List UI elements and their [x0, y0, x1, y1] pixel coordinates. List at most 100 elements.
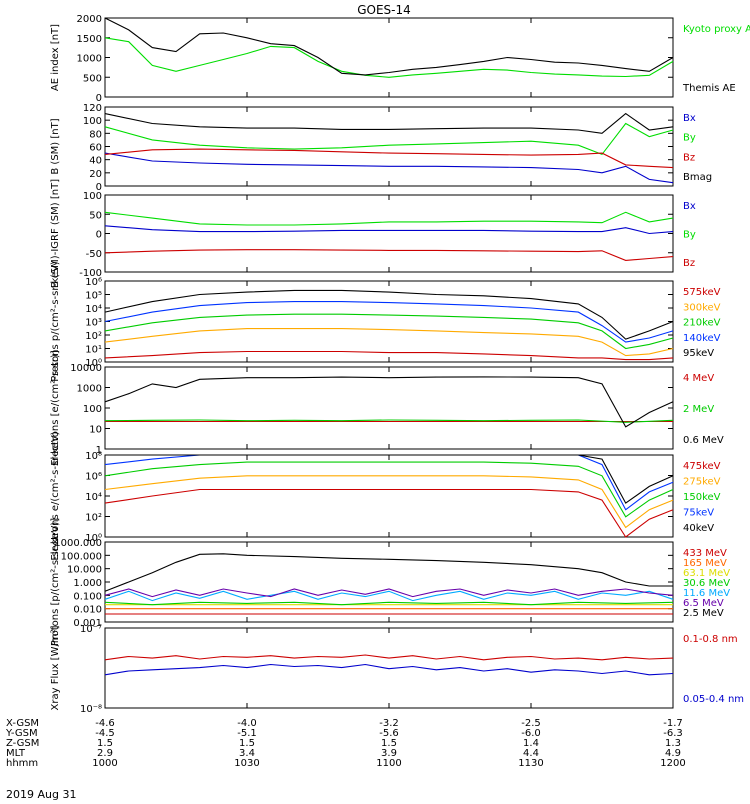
ephemeris-table: X-GSMY-GSMZ-GSMMLThhmm-4.6-4.51.52.91000…: [5, 718, 686, 769]
y-tick-label: 0: [96, 230, 102, 241]
y-tick-label: 10⁻⁷: [80, 624, 102, 635]
ephemeris-row-label: hhmm: [6, 758, 38, 769]
series-line-6-5-mev: [104, 588, 674, 598]
y-tick-label: 10⁻⁸: [80, 704, 102, 715]
y-tick-label: 10¹: [85, 345, 102, 356]
ephemeris-value: -2.5: [521, 718, 541, 729]
series-line-75kev: [104, 454, 674, 511]
panel-frame: [104, 194, 674, 273]
ephemeris-value: 1.5: [239, 738, 255, 749]
y-tick-label: 10⁴: [85, 492, 102, 503]
y-tick-label: 10⁰: [85, 358, 102, 369]
y-axis-label: B (SM)-IGRF (SM) [nT]: [50, 179, 61, 288]
series-line-0-05-0-4-nm: [104, 663, 674, 676]
y-tick-label: 1: [96, 445, 102, 456]
legend-entry: 4 MeV: [683, 373, 714, 384]
panel-frame: [104, 454, 674, 538]
y-axis-label: Electrons e/(cm²-s-sr-keV): [50, 431, 61, 560]
ephemeris-value: 3.4: [239, 748, 255, 759]
legend-entry: 150keV: [683, 492, 721, 503]
y-tick-label: 0: [96, 93, 102, 104]
y-tick-label: 0.001: [73, 618, 102, 629]
legend-entry: 140keV: [683, 333, 721, 344]
ephemeris-value: 1130: [518, 758, 543, 769]
ephemeris-value: 1200: [660, 758, 685, 769]
legend-entry: Bx: [683, 201, 696, 212]
legend-entry: Bz: [683, 152, 695, 163]
legend-entry: 210keV: [683, 318, 721, 329]
y-tick-label: 500: [83, 73, 102, 84]
y-tick-label: 1000: [77, 384, 102, 395]
ephemeris-value: 4.4: [523, 748, 539, 759]
ephemeris-value: -4.6: [95, 718, 115, 729]
ephemeris-value: -3.2: [379, 718, 399, 729]
y-tick-label: -50: [86, 249, 102, 260]
y-tick-label: 10⁴: [85, 304, 102, 315]
y-tick-label: 1000.000: [54, 538, 102, 549]
y-tick-label: 100: [83, 191, 102, 202]
series-line-30-6-mev: [104, 601, 674, 606]
legend-entry: 40keV: [683, 523, 714, 534]
panel-frame: [104, 106, 674, 187]
legend-entry: 2 MeV: [683, 404, 714, 415]
y-tick-label: 1000: [77, 54, 102, 65]
panel-frame: [104, 366, 674, 450]
series-line-11-6-mev: [104, 590, 674, 602]
y-tick-label: 2000: [77, 14, 102, 25]
panel-2: 0 20 40 60 80 100 120 B (SM) [nT] Bx By Bz Bmag: [50, 103, 712, 193]
legend-entry: 63.1 MeV: [683, 568, 730, 579]
legend-entry: By: [683, 230, 696, 241]
ephemeris-value: 1.4: [523, 738, 539, 749]
series-line-by: [104, 211, 674, 226]
ephemeris-value: -5.1: [237, 728, 257, 739]
y-tick-label: 10²: [85, 513, 102, 524]
series-line-bz: [104, 249, 674, 261]
plot-title: GOES-14: [357, 3, 411, 17]
y-tick-label: 80: [89, 129, 102, 140]
date-label: 2019 Aug 31: [6, 788, 76, 800]
legend-entry: Bx: [683, 113, 696, 124]
ephemeris-value: -4.0: [237, 718, 257, 729]
series-line-bmag: [104, 112, 674, 134]
legend-entry: 0.6 MeV: [683, 435, 724, 446]
ephemeris-value: 1030: [234, 758, 259, 769]
series-line-475kev: [104, 488, 674, 538]
series-line-0-1-0-8-nm: [104, 654, 674, 661]
ephemeris-value: -5.6: [379, 728, 399, 739]
legend-entry: 95keV: [683, 348, 714, 359]
series-line-themis-ae: [104, 17, 674, 76]
y-axis-label: Protons [p/(cm²-s-sr-keV)]: [50, 518, 61, 646]
y-axis-label: AE index [nT]: [50, 24, 61, 91]
panel-1: 0 500 1000 1500 2000 AE index [nT] Kyoto proxy…: [50, 14, 750, 104]
y-tick-label: 10⁶: [85, 472, 102, 483]
ephemeris-value: -4.5: [95, 728, 115, 739]
legend-entry: Bz: [683, 258, 695, 269]
legend-entry: Kyoto proxy AE: [683, 24, 750, 35]
panel-3: -100 -50 0 50 100 B (SM)-IGRF (SM) [nT] Bx By Bz: [50, 179, 696, 288]
y-axis-label: Electrons [e/(cm²-s-sr)]: [50, 350, 61, 466]
y-axis-label: B (SM) [nT]: [50, 118, 61, 174]
ephemeris-value: -6.0: [521, 728, 541, 739]
y-tick-label: 100.000: [61, 551, 102, 562]
series-line-300kev: [104, 328, 674, 357]
ephemeris-value: 1.3: [665, 738, 681, 749]
y-tick-label: 10: [89, 425, 102, 436]
ephemeris-value: 4.9: [665, 748, 681, 759]
legend-entry: 165 MeV: [683, 558, 727, 569]
legend-entry: 475keV: [683, 461, 721, 472]
y-tick-label: 10.000: [67, 565, 102, 576]
ephemeris-row-label: Y-GSM: [5, 728, 38, 739]
legend-entry: Bmag: [683, 172, 712, 183]
ephemeris-value: 1.5: [97, 738, 113, 749]
legend-entry: Themis AE: [682, 83, 736, 94]
panel-frame: [104, 280, 674, 363]
legend-entry: 0.1-0.8 nm: [683, 634, 738, 645]
y-tick-label: 50: [89, 210, 102, 221]
series-line-bx: [104, 152, 674, 184]
y-tick-label: 40: [89, 156, 102, 167]
ephemeris-row-label: MLT: [6, 748, 26, 759]
panel-frame: [104, 17, 674, 98]
ephemeris-value: -6.3: [663, 728, 683, 739]
series-line-0-6-mev: [104, 376, 674, 428]
